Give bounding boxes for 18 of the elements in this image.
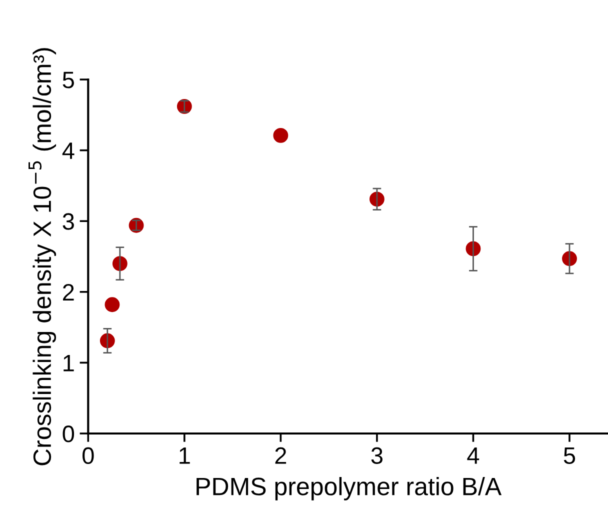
y-tick-label: 1	[64, 355, 74, 372]
point	[369, 192, 384, 207]
x-tick-label: 2	[275, 447, 286, 464]
point	[273, 128, 288, 143]
y-tick-label: 3	[62, 213, 74, 230]
x-tick-label: 1	[180, 448, 190, 464]
x-axis-title: PDMS prepolymer ratio B/A	[196, 477, 502, 500]
y-axis-title: Crosslinking density X 10$^{−5}$ (mol/cm³)	[28, 48, 56, 466]
y-tick-label: 0	[62, 426, 74, 442]
x-tick-label: 5	[564, 448, 576, 464]
y-tick-label: 4	[62, 142, 74, 159]
x-tick-label: 3	[371, 447, 382, 464]
point	[104, 297, 120, 312]
x-tick-label: 4	[467, 448, 480, 464]
y-tick-label: 5	[62, 72, 74, 88]
y-tick-label: 2	[63, 284, 74, 300]
x-tick-label: 0	[82, 447, 94, 464]
point	[562, 251, 577, 266]
